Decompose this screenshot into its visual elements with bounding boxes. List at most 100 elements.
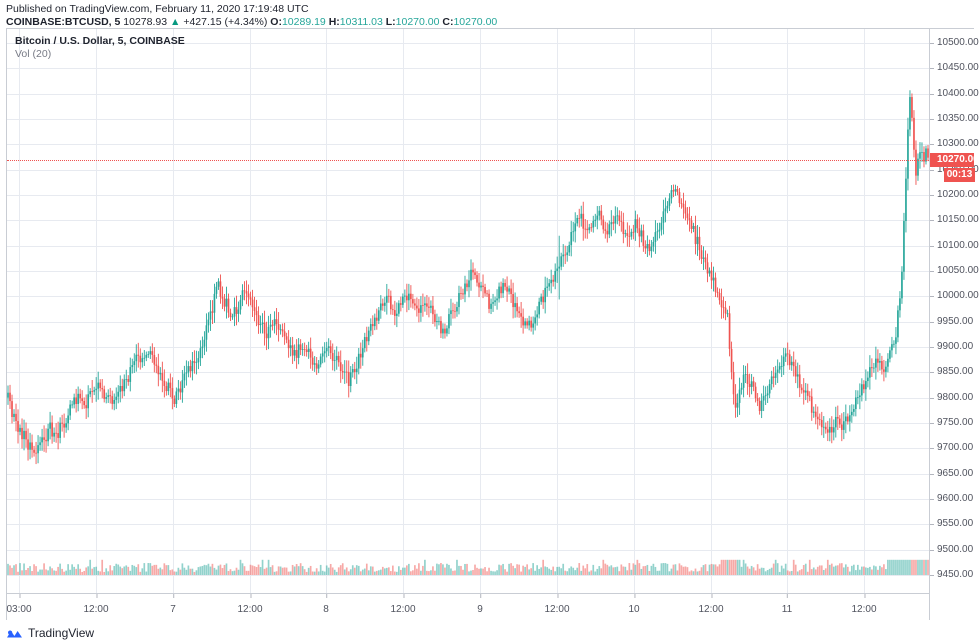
price-tick: 10500.00 [930,37,979,49]
time-tick-label: 12:00 [390,604,416,615]
gridline-horizontal [7,144,929,145]
footer: TradingView [6,624,94,642]
gridline-horizontal [7,550,929,551]
gridline-horizontal [7,195,929,196]
tick-mark [930,43,934,44]
tick-mark [326,594,327,598]
price-tick-label: 10450.00 [937,62,979,73]
tradingview-wordmark: TradingView [28,626,95,640]
tick-mark [634,594,635,598]
candlestick-series [7,90,929,575]
time-tick-label: 11 [781,604,793,615]
tick-mark [930,474,934,475]
price-tick-label: 9600.00 [937,493,974,504]
time-tick-label: 9 [477,604,483,615]
price-tick-label: 9750.00 [937,417,974,428]
tick-mark [930,220,934,221]
current-price-badge[interactable]: 10270.00 [930,153,979,167]
time-tick: 12:00 [698,594,724,621]
gridline-horizontal [7,94,929,95]
tick-mark [930,575,934,576]
price-tick: 10100.00 [930,240,979,252]
time-tick: 9 [477,594,483,621]
price-tick-label: 10000.00 [937,290,979,301]
low-value: 10270.00 [395,16,440,28]
time-tick-label: 12:00 [698,604,724,615]
gridline-horizontal [7,220,929,221]
direction-arrow-icon: ▲ [169,16,181,28]
tick-mark [864,594,865,598]
price-tick: 9800.00 [930,392,974,404]
price-tick-label: 10500.00 [937,37,979,48]
quote-line: COINBASE:BTCUSD, 5 10278.93 ▲ +427.15 (+… [6,16,980,29]
gridline-vertical [403,29,404,593]
price-tick-label: 9650.00 [937,468,974,479]
symbol-label[interactable]: COINBASE:BTCUSD, 5 [6,16,121,28]
price-tick-label: 10100.00 [937,240,979,251]
open-value: 10289.19 [281,16,326,28]
last-price: 10278.93 [123,16,168,28]
price-tick: 10300.00 [930,138,979,150]
time-axis[interactable]: 03:00 12:00 7 12:00 8 12:00 9 12:00 10 12:00 11 12:… [6,593,929,621]
high-label: H: [328,16,340,28]
price-tick-label: 9500.00 [937,544,974,555]
gridline-horizontal [7,68,929,69]
gridline-vertical [326,29,327,593]
tick-mark [930,68,934,69]
gridline-horizontal [7,296,929,297]
time-tick: 12:00 [544,594,570,621]
gridline-horizontal [7,322,929,323]
gridline-horizontal [7,575,929,576]
price-tick: 9600.00 [930,493,974,505]
gridline-horizontal [7,372,929,373]
price-tick: 9650.00 [930,468,974,480]
time-tick: 10 [628,594,640,621]
gridline-horizontal [7,170,929,171]
time-tick-label: 12:00 [83,604,109,615]
tick-mark [930,448,934,449]
tick-mark [930,322,934,323]
chart-header: Published on TradingView.com, February 1… [0,0,980,29]
price-tick: 10200.00 [930,189,979,201]
price-tick-label: 10150.00 [937,214,979,225]
tick-mark [930,499,934,500]
price-tick: 10150.00 [930,214,979,226]
price-tick: 9750.00 [930,417,974,429]
low-label: L: [385,16,396,28]
tick-mark [173,594,174,598]
tick-mark [930,347,934,348]
price-tick-label: 9850.00 [937,366,974,377]
tick-mark [930,195,934,196]
time-tick-label: 12:00 [544,604,570,615]
time-tick-label: 8 [323,604,329,615]
gridline-horizontal [7,119,929,120]
price-tick-label: 10350.00 [937,113,979,124]
tick-mark [786,594,788,598]
price-tick: 10400.00 [930,88,979,100]
gridline-vertical [96,29,97,593]
price-tick: 9550.00 [930,518,974,530]
gridline-vertical [557,29,558,593]
price-tick: 9900.00 [930,341,974,353]
chart-plot-area[interactable]: Bitcoin / U.S. Dollar, 5, COINBASE Vol (… [7,29,929,593]
gridline-horizontal [7,499,929,500]
price-axis[interactable]: 10500.00 10450.00 10400.00 10350.00 10300.00… [929,29,979,620]
gridline-vertical [480,29,481,593]
time-tick: 8 [323,594,329,621]
time-tick-label: 10 [628,604,640,615]
close-label: C: [442,16,454,28]
gridline-horizontal [7,398,929,399]
tick-mark [930,271,934,272]
tick-mark [403,594,404,598]
price-change: +427.15 (+4.34%) [183,16,268,28]
tick-mark [930,94,934,95]
time-tick: 12:00 [851,594,877,621]
price-tick: 9950.00 [930,316,974,328]
time-tick: 12:00 [237,594,263,621]
tick-mark [930,170,934,171]
high-value: 10311.03 [339,16,383,28]
gridline-horizontal [7,271,929,272]
time-tick-label: 12:00 [851,604,877,615]
time-tick-label: 12:00 [237,604,263,615]
tick-mark [930,398,934,399]
